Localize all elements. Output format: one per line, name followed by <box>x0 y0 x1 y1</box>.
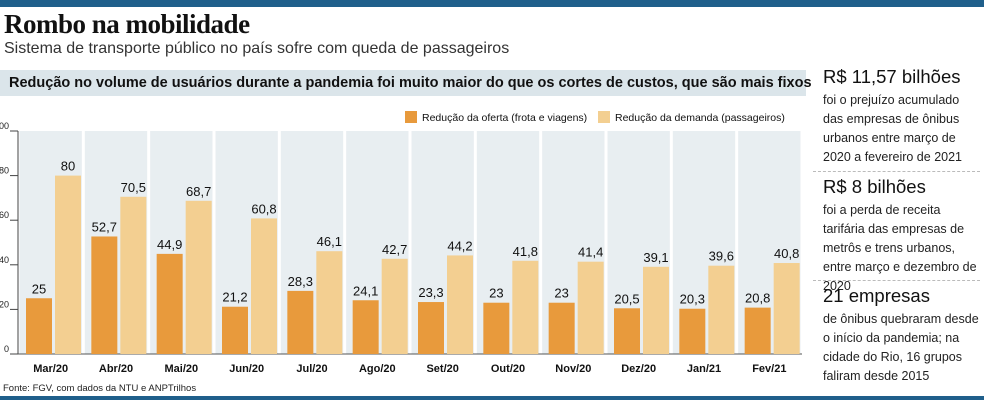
bar-demanda <box>251 218 277 354</box>
x-tick-label: Abr/20 <box>99 363 133 375</box>
bar-demanda <box>708 265 735 354</box>
bar-demanda <box>643 266 669 354</box>
bar-oferta <box>744 307 771 354</box>
bar-demanda <box>447 255 473 354</box>
bar-oferta <box>614 308 640 354</box>
x-tick-label: Fev/21 <box>752 363 786 375</box>
x-tick-label: Out/20 <box>491 363 525 375</box>
bottom-accent-bar <box>0 396 984 400</box>
top-accent-bar <box>0 0 984 7</box>
stat-value: R$ 11,57 bilhões <box>823 66 961 87</box>
divider <box>813 280 980 281</box>
bar-oferta <box>287 290 314 354</box>
bar-demanda <box>55 175 81 354</box>
bar-demanda <box>577 261 604 354</box>
data-label: 44,2 <box>447 238 472 253</box>
data-label: 40,8 <box>774 246 799 261</box>
bar-demanda <box>773 263 800 354</box>
bar-oferta <box>352 300 379 354</box>
data-label: 24,1 <box>353 283 378 298</box>
page-title: Rombo na mobilidade <box>4 9 250 39</box>
y-tick-label: 20 <box>0 299 9 309</box>
legend-label-demanda: Redução da demanda (passageiros) <box>615 112 785 124</box>
x-tick-label: Dez/20 <box>621 363 656 375</box>
bar-oferta <box>483 302 510 354</box>
bar-demanda <box>316 251 343 354</box>
bar-demanda <box>512 260 539 354</box>
x-tick-label: Jul/20 <box>296 363 327 375</box>
y-tick-label: 60 <box>0 210 9 220</box>
data-label: 23,3 <box>418 285 443 300</box>
y-tick-label: 0 <box>4 344 9 354</box>
data-label: 42,7 <box>382 242 407 257</box>
y-tick-label: 80 <box>0 166 9 176</box>
y-tick-label: 40 <box>0 255 9 265</box>
bar-oferta <box>418 302 444 354</box>
stat-block-empresas: 21 empresas de ônibus quebraram desde o … <box>823 285 981 386</box>
data-label: 52,7 <box>92 219 117 234</box>
data-label: 39,1 <box>643 250 668 265</box>
data-label: 68,7 <box>186 184 211 199</box>
data-label: 23 <box>489 286 503 301</box>
x-tick-label: Nov/20 <box>555 363 591 375</box>
data-label: 60,8 <box>251 201 276 216</box>
data-label: 41,4 <box>578 245 603 260</box>
x-tick-label: Set/20 <box>426 363 458 375</box>
source-note: Fonte: FGV, com dados da NTU e ANPTrilho… <box>3 383 197 394</box>
bar-oferta <box>679 308 706 354</box>
data-label: 44,9 <box>157 237 182 252</box>
legend-swatch-demanda <box>598 111 610 123</box>
data-label: 41,8 <box>513 244 538 259</box>
legend-label-oferta: Redução da oferta (frota e viagens) <box>422 112 587 124</box>
chart-banner: Redução no volume de usuários durante a … <box>0 70 812 96</box>
data-label: 80 <box>61 159 75 174</box>
x-tick-label: Mai/20 <box>165 363 199 375</box>
x-tick-label: Mar/20 <box>33 363 68 375</box>
bar-oferta <box>222 306 248 354</box>
data-label: 20,5 <box>614 291 639 306</box>
legend-swatch-oferta <box>405 111 417 123</box>
data-label: 21,2 <box>222 290 247 305</box>
y-tick-label: 100 <box>0 121 9 131</box>
data-label: 23 <box>554 286 568 301</box>
stat-description: foi o prejuízo acumulado das empresas de… <box>823 93 962 164</box>
data-label: 20,8 <box>745 291 770 306</box>
bar-oferta <box>156 253 183 354</box>
page-subtitle: Sistema de transporte público no país so… <box>4 40 510 57</box>
stat-description: foi a perda de receita tarifária das emp… <box>823 203 977 293</box>
bar-oferta <box>91 236 118 354</box>
stat-description: de ônibus quebraram desde o início da pa… <box>823 312 979 383</box>
stat-value: R$ 8 bilhões <box>823 176 926 197</box>
banner-text: Redução no volume de usuários durante a … <box>9 75 812 91</box>
bar-oferta <box>26 298 52 354</box>
stat-block-perda: R$ 8 bilhões foi a perda de receita tari… <box>823 176 981 296</box>
data-label: 70,5 <box>121 180 146 195</box>
x-tick-label: Jan/21 <box>687 363 721 375</box>
bar-demanda <box>185 200 212 354</box>
stat-value: 21 empresas <box>823 285 930 306</box>
stat-block-prejuizo: R$ 11,57 bilhões foi o prejuízo acumulad… <box>823 66 981 167</box>
bar-demanda <box>381 258 408 354</box>
bar-chart: 0 20 40 60 80 100 25 52,7 44,9 21,2 28,3 24,1 23,3 23… <box>0 111 802 375</box>
data-label: 28,3 <box>288 274 313 289</box>
bar-oferta <box>548 302 575 354</box>
x-tick-label: Jun/20 <box>229 363 264 375</box>
data-label: 39,6 <box>709 249 734 264</box>
data-label: 20,3 <box>680 292 705 307</box>
data-label: 46,1 <box>317 234 342 249</box>
bar-demanda <box>120 196 147 354</box>
x-tick-label: Ago/20 <box>359 363 396 375</box>
data-label: 25 <box>32 281 46 296</box>
divider <box>813 171 980 172</box>
